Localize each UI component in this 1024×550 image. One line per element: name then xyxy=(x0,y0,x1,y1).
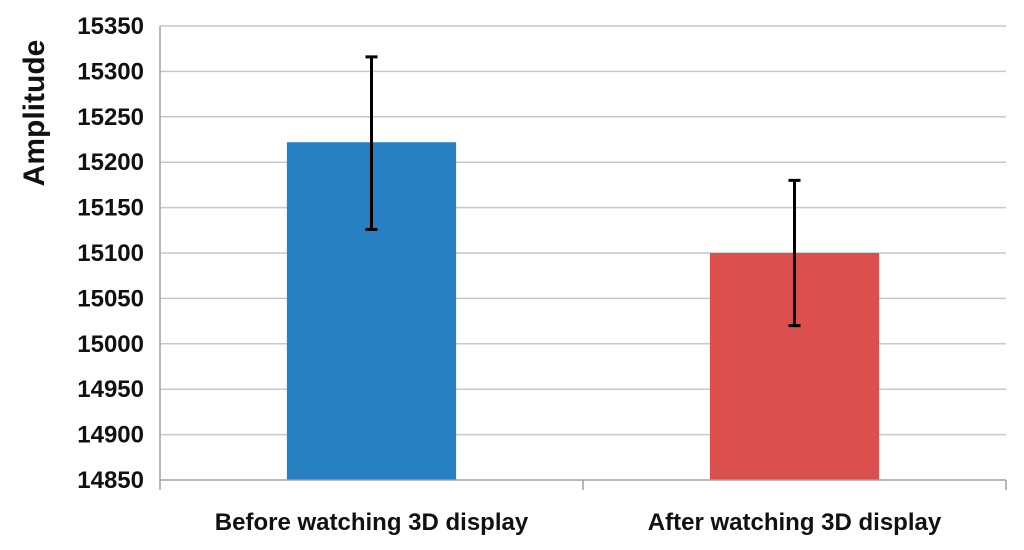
y-tick-label: 15050 xyxy=(77,285,144,312)
x-axis-categories: Before watching 3D display After watching… xyxy=(215,509,942,536)
y-axis-ticks: 14850 14900 14950 15000 15050 15100 15150 15200… xyxy=(77,13,144,494)
error-bar-1 xyxy=(365,55,378,231)
y-tick-label: 14900 xyxy=(77,422,144,449)
y-tick-label: 15100 xyxy=(77,240,144,267)
y-tick-label: 15200 xyxy=(77,149,144,176)
y-tick-label: 15000 xyxy=(77,331,144,358)
x-category-label: After watching 3D display xyxy=(648,509,942,536)
y-axis-title: Amplitude xyxy=(18,40,51,187)
x-category-label: Before watching 3D display xyxy=(215,509,529,536)
y-tick-label: 15150 xyxy=(77,195,144,222)
y-tick-label: 15250 xyxy=(77,104,144,131)
y-tick-label: 14850 xyxy=(77,467,144,494)
y-tick-label: 15300 xyxy=(77,58,144,85)
error-bars xyxy=(365,55,801,328)
y-tick-label: 15350 xyxy=(77,13,144,40)
bars xyxy=(286,142,880,480)
axes xyxy=(159,26,1007,490)
y-tick-label: 14950 xyxy=(77,376,144,403)
error-bar-2 xyxy=(788,178,801,328)
